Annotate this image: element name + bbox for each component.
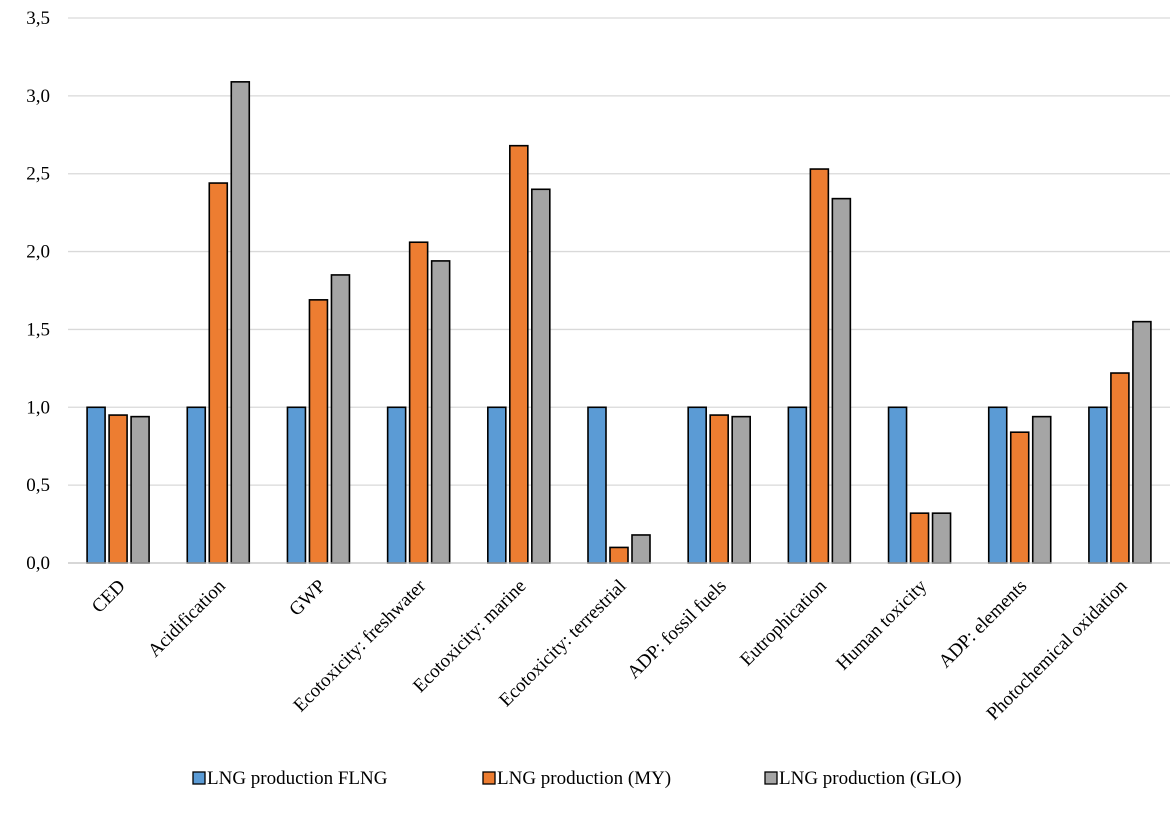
category-label: GWP [285, 576, 330, 621]
y-axis-tick-labels: 0,0 0,5 1,0 1,5 2,0 2,5 3,0 3,5 [26, 8, 50, 574]
legend-label: LNG production (GLO) [779, 768, 962, 789]
category-label: Acidification [144, 575, 230, 661]
legend-swatch [482, 771, 496, 785]
bar [731, 415, 751, 564]
bars [86, 81, 1152, 564]
category-label: Human toxicity [832, 575, 931, 674]
bar [408, 241, 429, 564]
legend-label: LNG production (MY) [497, 768, 671, 789]
y-tick-label: 1,5 [26, 319, 50, 340]
legend-swatch [192, 771, 206, 785]
bar [887, 406, 908, 564]
bar [909, 512, 930, 564]
legend-swatch [764, 771, 778, 785]
bar [787, 406, 808, 564]
category-label: CED [88, 576, 130, 618]
category-label: ADP: elements [935, 576, 1032, 673]
bar [230, 81, 251, 564]
bar [687, 406, 707, 564]
bar [430, 260, 451, 564]
bar [130, 415, 150, 564]
category-label: ADP: fossil fuels [623, 576, 730, 683]
y-tick-label: 2,5 [26, 164, 50, 185]
bar [208, 182, 229, 564]
bar [631, 534, 651, 564]
bar [509, 144, 529, 564]
bar [286, 406, 307, 564]
bar [1009, 431, 1030, 564]
bar [487, 406, 507, 564]
y-tick-label: 2,0 [26, 242, 50, 263]
bar [1031, 415, 1052, 564]
bar [308, 299, 329, 564]
bar [831, 197, 852, 564]
bar [609, 546, 629, 564]
bar [108, 414, 128, 564]
bar [186, 406, 207, 564]
bar [86, 406, 106, 564]
legend: LNG production FLNG LNG production (MY) LN… [192, 768, 962, 789]
bar [931, 512, 952, 564]
gridlines [68, 17, 1170, 486]
y-tick-label: 0,5 [26, 475, 50, 496]
bar [1110, 372, 1130, 564]
bar [709, 414, 729, 564]
bar [531, 188, 551, 564]
bar [386, 406, 407, 564]
y-tick-label: 1,0 [26, 397, 50, 418]
legend-label: LNG production FLNG [207, 768, 388, 789]
bar [587, 406, 607, 564]
bar [330, 274, 351, 564]
bar [1088, 406, 1108, 564]
y-tick-label: 3,5 [26, 8, 50, 29]
y-tick-label: 3,0 [26, 86, 50, 107]
bar [1132, 320, 1152, 564]
y-tick-label: 0,0 [26, 553, 50, 574]
category-label: Eutrophication [736, 575, 831, 670]
bar [987, 406, 1008, 564]
bar [809, 168, 830, 564]
